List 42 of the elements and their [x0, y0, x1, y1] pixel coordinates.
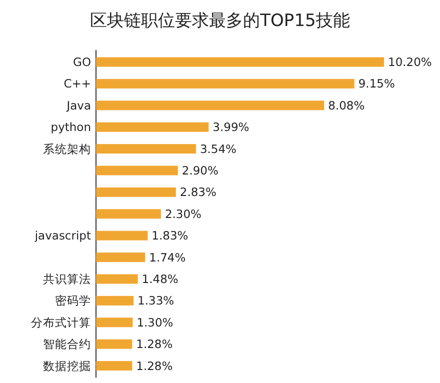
y-tick-label: 系统架构 — [43, 142, 91, 156]
data-label: 1.74% — [149, 250, 186, 264]
y-tick-label: GO — [73, 55, 91, 69]
bar — [96, 187, 176, 197]
data-label: 3.54% — [200, 142, 237, 156]
bar — [96, 57, 384, 67]
y-tick-label: Java — [66, 98, 91, 112]
bar — [96, 274, 138, 284]
data-label: 1.83% — [152, 228, 188, 243]
bar — [96, 318, 133, 328]
data-label: 1.28% — [136, 337, 173, 352]
y-tick-label: 密码学 — [55, 294, 91, 308]
data-label: 1.28% — [136, 358, 173, 373]
bar — [96, 339, 132, 349]
y-tick-label: 共识算法 — [43, 272, 91, 286]
data-label: 8.08% — [328, 98, 365, 112]
bar — [96, 296, 134, 306]
y-tick-label: C++ — [64, 76, 91, 91]
data-label: 9.15% — [358, 76, 395, 91]
data-label: 1.33% — [138, 294, 174, 308]
bar — [96, 361, 132, 371]
bar — [96, 122, 209, 132]
y-tick-label: 智能合约 — [43, 337, 91, 352]
data-label: 3.99% — [212, 120, 250, 134]
data-label: 2.90% — [182, 164, 218, 178]
bar — [96, 144, 196, 154]
bar — [96, 230, 148, 240]
bar — [96, 209, 161, 219]
bar — [96, 78, 354, 88]
data-label: 2.30% — [164, 206, 202, 221]
y-tick-label: 数据挖掘 — [43, 358, 91, 373]
data-label: 1.30% — [136, 315, 174, 330]
y-tick-label: 分布式计算 — [31, 315, 91, 330]
bar — [96, 252, 146, 262]
y-tick-label: python — [50, 120, 91, 134]
bar — [96, 100, 324, 110]
y-tick-label: javascript — [34, 228, 92, 243]
data-label: 1.48% — [142, 272, 178, 286]
data-label: 10.20% — [388, 55, 432, 69]
data-label: 2.83% — [180, 185, 217, 200]
chart-title: 区块链职位要求最多的TOP15技能 — [90, 11, 350, 31]
bar — [96, 166, 178, 176]
